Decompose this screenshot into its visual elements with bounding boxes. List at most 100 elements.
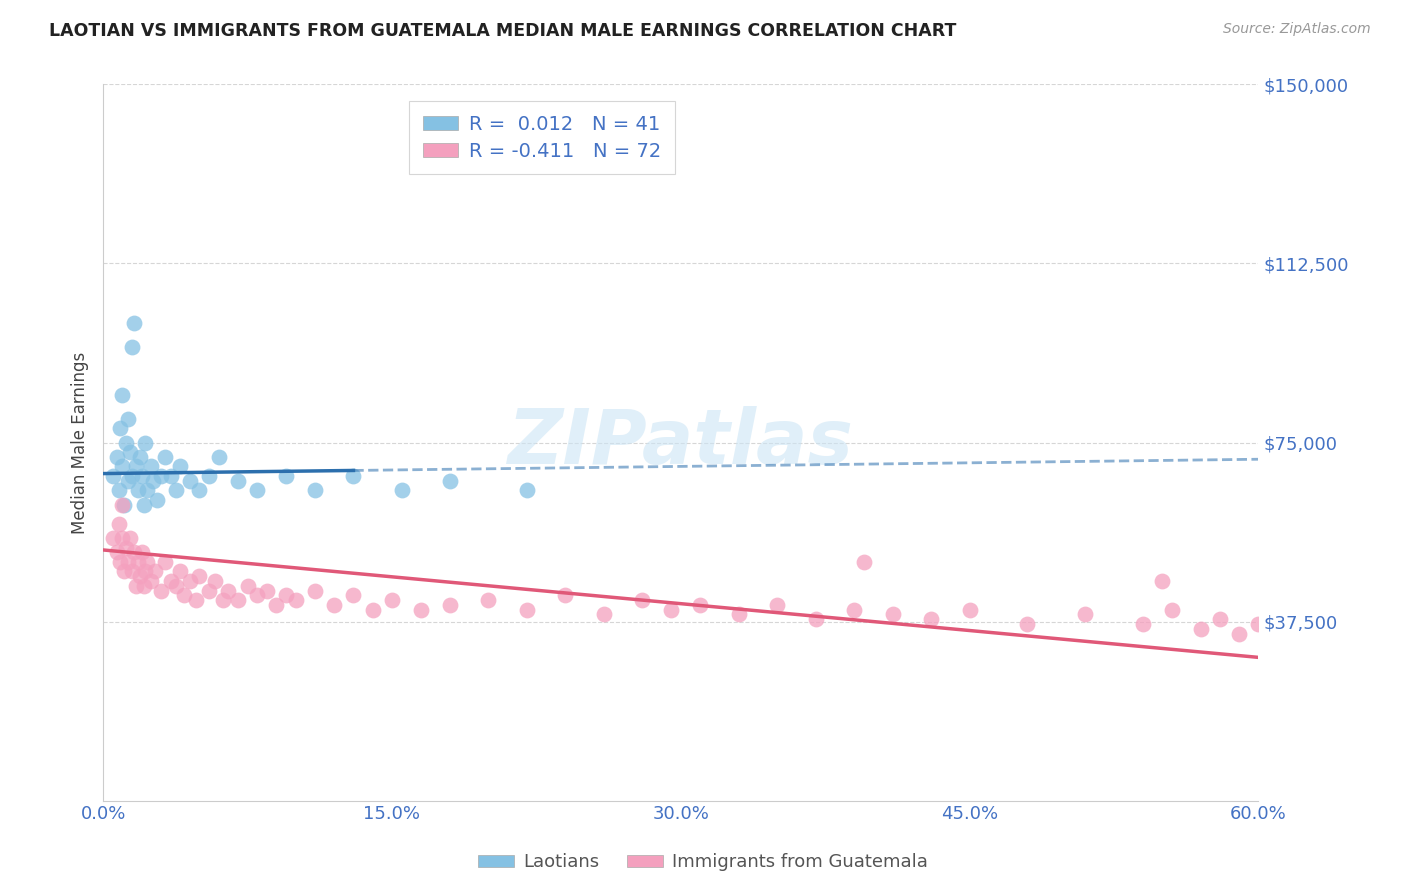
Point (117, 474, 139, 488)
Point (188, 483, 211, 498)
Point (112, 565, 135, 579)
Point (115, 541, 138, 555)
Legend: Laotians, Immigrants from Guatemala: Laotians, Immigrants from Guatemala (471, 847, 935, 879)
Point (204, 574, 226, 588)
Point (1247, 617, 1270, 632)
Point (122, 545, 145, 559)
Point (842, 602, 865, 616)
Point (246, 588, 269, 602)
Point (236, 579, 259, 593)
Point (105, 545, 128, 559)
Point (127, 555, 149, 569)
Point (727, 607, 749, 622)
Point (159, 574, 181, 588)
Point (105, 450, 128, 464)
Point (198, 469, 221, 483)
Point (211, 593, 233, 607)
Point (882, 607, 904, 622)
Point (165, 579, 187, 593)
Point (516, 483, 538, 498)
Point (1209, 612, 1232, 626)
Point (169, 459, 191, 474)
Point (1160, 602, 1182, 616)
Point (143, 565, 166, 579)
Point (1227, 626, 1250, 640)
Point (110, 421, 132, 435)
Point (920, 612, 942, 626)
Point (198, 583, 221, 598)
Point (1189, 622, 1212, 636)
Point (132, 498, 155, 512)
Point (554, 588, 576, 602)
Point (107, 483, 129, 498)
Point (131, 545, 153, 559)
Point (121, 340, 143, 354)
Point (179, 574, 201, 588)
Legend: R =  0.012   N = 41, R = -0.411   N = 72: R = 0.012 N = 41, R = -0.411 N = 72 (409, 102, 675, 174)
Point (121, 565, 143, 579)
Point (184, 593, 207, 607)
Point (274, 588, 297, 602)
Point (804, 612, 827, 626)
Point (1132, 617, 1154, 632)
Point (1074, 607, 1097, 622)
Point (477, 593, 499, 607)
Point (122, 316, 145, 330)
Point (246, 483, 269, 498)
Point (125, 579, 148, 593)
Text: Source: ZipAtlas.com: Source: ZipAtlas.com (1223, 22, 1371, 37)
Point (304, 483, 326, 498)
Point (111, 388, 134, 402)
Point (159, 469, 181, 483)
Point (146, 492, 169, 507)
Point (592, 607, 614, 622)
Point (101, 469, 124, 483)
Point (111, 531, 134, 545)
Point (659, 602, 682, 616)
Point (208, 450, 231, 464)
Point (101, 531, 124, 545)
Point (142, 474, 165, 488)
Point (136, 555, 159, 569)
Point (179, 474, 201, 488)
Point (381, 593, 404, 607)
Point (121, 469, 143, 483)
Point (391, 483, 413, 498)
Point (342, 469, 364, 483)
Point (852, 555, 875, 569)
Point (128, 569, 150, 583)
Point (128, 450, 150, 464)
Point (107, 516, 129, 531)
Point (1017, 617, 1039, 632)
Point (1152, 574, 1174, 588)
Point (110, 555, 132, 569)
Point (439, 598, 461, 612)
Point (120, 531, 142, 545)
Point (149, 469, 172, 483)
Point (141, 459, 163, 474)
Point (117, 555, 139, 569)
Point (266, 598, 288, 612)
Point (188, 569, 211, 583)
Point (131, 469, 153, 483)
Point (141, 574, 163, 588)
Point (284, 593, 307, 607)
Text: ZIPatlas: ZIPatlas (508, 406, 853, 480)
Point (117, 411, 139, 425)
Point (409, 602, 432, 616)
Point (274, 469, 297, 483)
Point (959, 602, 981, 616)
Point (304, 583, 326, 598)
Point (226, 593, 249, 607)
Point (136, 483, 159, 498)
Point (112, 498, 135, 512)
Point (361, 602, 384, 616)
Point (111, 459, 134, 474)
Point (134, 565, 156, 579)
Point (323, 598, 346, 612)
Point (153, 555, 176, 569)
Point (153, 450, 176, 464)
Point (111, 498, 134, 512)
Point (439, 474, 461, 488)
Y-axis label: Median Male Earnings: Median Male Earnings (72, 351, 89, 533)
